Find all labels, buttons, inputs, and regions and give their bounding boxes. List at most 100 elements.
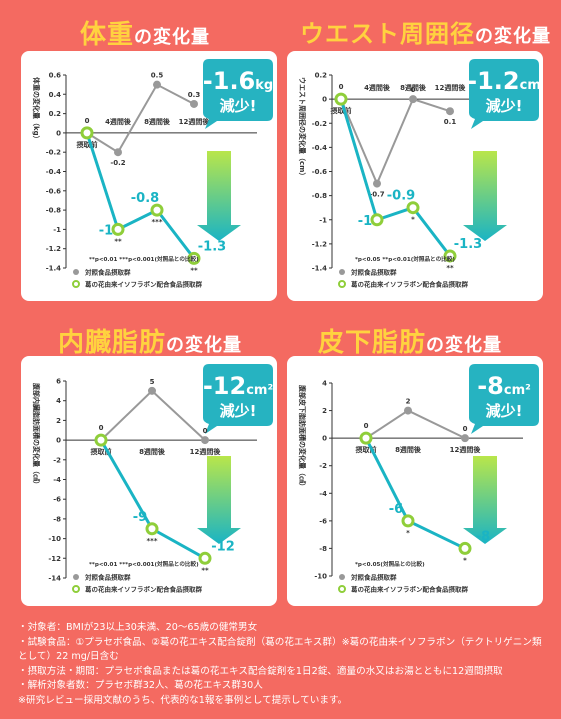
control-point (148, 386, 156, 395)
control-data-label: 0.3 (188, 91, 201, 99)
y-tick-label: -0.2 (312, 120, 327, 128)
significance-mark: * (463, 556, 467, 564)
active-series-line (85, 132, 196, 260)
legend-active-label: 葛の花由来イソフラボン配合食品摂取群 (84, 280, 203, 289)
chart-card-waist: ウエスト周囲径の変化量（cm） 0.2 0 -0.2 -0.4 -0.6 -0.8 -1 -1.… (287, 51, 543, 301)
control-data-label: -0.7 (369, 191, 384, 199)
title-main: ウエスト周囲径 (300, 20, 475, 48)
reduction-arrow (463, 456, 507, 544)
badge-reduction-text: 減少! (486, 97, 523, 115)
y-tick-label: -0.4 (46, 168, 61, 176)
title-main: 皮下脂肪 (318, 328, 427, 358)
x-tick-label: 摂取前 (91, 447, 112, 456)
y-tick-label: 4 (322, 380, 327, 388)
chart-card-weight: 体重の変化量（kg） 0.6 0.4 0.2 0 -0.2 -0.4 -0.6 -0.8 -1 -1… (21, 51, 277, 301)
x-tick-label: 4週間後 (364, 83, 391, 92)
title-suffix: の変化量 (166, 335, 243, 356)
x-tick-label: 12週間後 (450, 445, 482, 454)
y-axis-label: 腹部皮下脂肪面積の変化量（㎠） (298, 384, 307, 490)
title-main: 内臓脂肪 (58, 328, 167, 358)
legend-active-marker (338, 280, 346, 288)
legend-control-label: 対照食品摂取群 (84, 268, 131, 277)
control-data-label: 0 (463, 425, 468, 433)
y-tick-label: -1 (319, 216, 327, 224)
active-series-line (364, 437, 466, 550)
y-tick-label: -4 (319, 490, 327, 498)
y-tick-label: -8 (53, 515, 61, 523)
control-point (153, 80, 161, 89)
y-tick-label: -8 (319, 545, 327, 553)
legend-control-marker (339, 269, 345, 275)
x-tick-label: 摂取前 (356, 445, 377, 454)
badge-reduction-text: 減少! (220, 97, 257, 115)
y-tick-label: 0.4 (49, 91, 62, 99)
y-tick-label: 0 (322, 96, 327, 104)
title-suffix: の変化量 (426, 335, 503, 356)
reduction-arrow (463, 151, 507, 241)
significance-footnote: **p<0.01 ***p<0.001(対照品との比較) (89, 560, 199, 568)
badge-number: -1.6 (203, 67, 255, 95)
y-tick-label: 6 (56, 378, 61, 386)
significance-mark: *** (152, 218, 163, 226)
active-point (359, 431, 373, 445)
badge-value: -1.6kg (203, 67, 273, 95)
control-point (461, 434, 469, 443)
y-tick-label: 0 (56, 437, 61, 445)
active-data-label: -1.3 (198, 239, 226, 254)
badge-value: -12cm² (203, 372, 273, 400)
control-point (190, 99, 198, 108)
control-series-line (100, 389, 206, 441)
waist-chart: ウエスト周囲径の変化量（cm） 0.2 0 -0.2 -0.4 -0.6 -0.8 -1 -1.… (298, 59, 541, 289)
active-series-line (339, 98, 452, 257)
badge-shape (469, 59, 539, 129)
significance-mark: ** (446, 264, 454, 272)
reduction-arrow (197, 456, 241, 544)
control-series-line (340, 97, 451, 187)
control-data-label: 0.5 (151, 72, 164, 80)
y-tick-label: 2 (322, 407, 327, 415)
control-data-label: 0.1 (444, 118, 457, 126)
visceral-chart: 腹部内臓脂肪面積の変化量（㎠） 6 4 2 0 -2 -4 -6 -8 -10 -12 -14 摂取前 8… (32, 364, 273, 594)
x-tick-label: 8週間後 (400, 83, 427, 92)
control-data-label: 2 (406, 398, 411, 406)
control-point (373, 179, 381, 188)
active-data-label: 0 (339, 83, 344, 91)
y-tick-label: -6 (53, 496, 61, 504)
active-data-label: 0 (99, 424, 104, 432)
badge-unit: cm (520, 78, 541, 93)
significance-footnote: *p<0.05 **p<0.01(対照品との比較) (355, 255, 455, 263)
legend-control-label: 対照食品摂取群 (350, 268, 397, 277)
x-tick-label: 摂取前 (77, 140, 98, 149)
active-data-label: -12 (211, 539, 235, 554)
y-axis-label: 腹部内臓脂肪面積の変化量（㎠） (32, 382, 41, 488)
y-tick-label: -1.4 (312, 265, 327, 273)
control-series-line (365, 409, 466, 440)
y-tick-label: -10 (314, 573, 327, 581)
x-tick-label: 12週間後 (190, 447, 222, 456)
active-point (94, 433, 108, 447)
y-tick-label: -1.2 (46, 245, 61, 253)
chart-card-subcutaneous: 腹部皮下脂肪面積の変化量（㎠） 4 2 0 -2 -4 -6 -8 -10 摂取前 8週間後 12週間… (287, 356, 543, 606)
significance-mark: *** (147, 537, 158, 545)
active-point (198, 551, 212, 565)
control-series-line (86, 83, 195, 154)
y-tick-label: -2 (53, 456, 61, 464)
control-data-label: 0 (203, 427, 208, 435)
panel-title-waist: ウエスト周囲径の変化量 (300, 14, 551, 49)
control-point (409, 95, 417, 104)
note-sample-size: ・解析対象者数：プラセボ群32人、葛の花エキス群30人 (18, 680, 263, 691)
title-suffix: の変化量 (475, 26, 551, 47)
note-disclaimer: ※研究レビュー採用文献のうち、代表的な1報を事例として提示しています。 (18, 694, 348, 706)
y-tick-label: -0.8 (46, 207, 61, 215)
note-test-food: ・試験食品：①プラセボ食品、②葛の花エキス配合錠剤（葛の花エキス群）※葛の花由来… (18, 636, 542, 663)
legend-control-marker (73, 269, 79, 275)
legend-active-label: 葛の花由来イソフラボン配合食品摂取群 (84, 585, 203, 594)
badge-number: -1.2 (467, 67, 519, 95)
badge-number: -12 (203, 372, 246, 400)
control-point (114, 148, 122, 157)
legend-active-label: 葛の花由来イソフラボン配合食品摂取群 (350, 280, 469, 289)
y-axis-label: ウエスト周囲径の変化量（cm） (298, 77, 307, 179)
significance-mark: * (406, 529, 410, 537)
y-tick-label: -0.6 (46, 187, 61, 195)
control-data-label: 0 (411, 86, 416, 94)
